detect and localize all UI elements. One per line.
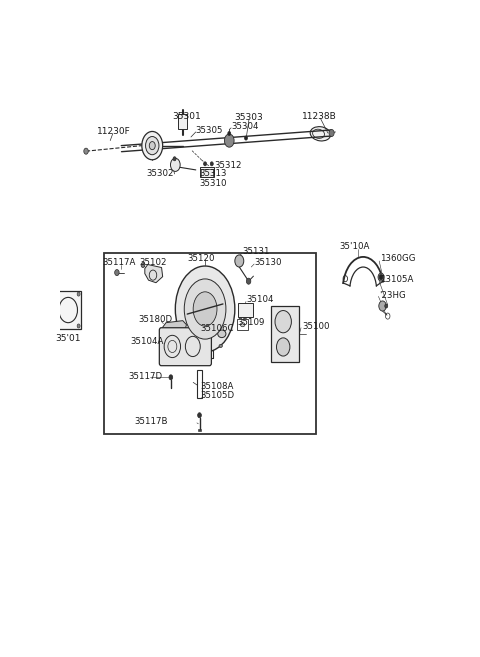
- Bar: [271, 306, 299, 362]
- Bar: [197, 370, 202, 397]
- Ellipse shape: [184, 279, 226, 339]
- Text: 35117D: 35117D: [129, 372, 163, 381]
- Circle shape: [225, 134, 234, 147]
- Text: 35'10A: 35'10A: [339, 242, 370, 251]
- Text: 35117B: 35117B: [134, 417, 168, 426]
- Circle shape: [84, 148, 88, 154]
- Bar: [198, 429, 201, 431]
- Ellipse shape: [175, 266, 235, 352]
- Text: 35104: 35104: [246, 295, 274, 304]
- Circle shape: [385, 304, 388, 308]
- Bar: [56, 291, 81, 329]
- Bar: [104, 254, 316, 434]
- Polygon shape: [162, 321, 186, 333]
- Ellipse shape: [240, 323, 245, 327]
- Text: 11230F: 11230F: [97, 127, 131, 137]
- Circle shape: [169, 374, 173, 380]
- Text: 35310: 35310: [200, 179, 227, 188]
- Text: 35313: 35313: [200, 170, 227, 179]
- Text: 1360GG: 1360GG: [380, 254, 415, 263]
- Text: 35108A: 35108A: [201, 382, 234, 391]
- Circle shape: [275, 311, 291, 333]
- Text: 35305: 35305: [196, 126, 223, 135]
- Text: 35302: 35302: [146, 170, 173, 179]
- Circle shape: [228, 131, 231, 135]
- Circle shape: [235, 255, 244, 267]
- Circle shape: [244, 136, 248, 140]
- Circle shape: [142, 131, 163, 160]
- Text: 35131: 35131: [242, 247, 270, 256]
- Circle shape: [210, 162, 213, 166]
- Polygon shape: [145, 265, 163, 283]
- Circle shape: [145, 137, 159, 155]
- Text: 35180D: 35180D: [139, 315, 173, 324]
- Text: 35'01: 35'01: [55, 334, 81, 342]
- Bar: [201, 169, 213, 177]
- Text: 11238B: 11238B: [302, 112, 337, 121]
- Circle shape: [170, 158, 180, 171]
- FancyBboxPatch shape: [159, 328, 211, 366]
- Text: '23HG: '23HG: [379, 291, 406, 300]
- Text: 35304: 35304: [231, 122, 259, 131]
- Text: 35106C: 35106C: [201, 324, 234, 332]
- Circle shape: [329, 129, 334, 137]
- Circle shape: [56, 324, 59, 328]
- Circle shape: [56, 292, 59, 296]
- Text: 35120: 35120: [188, 254, 215, 263]
- Text: 35117A: 35117A: [102, 258, 135, 267]
- Text: 35100: 35100: [302, 322, 330, 331]
- Circle shape: [77, 324, 80, 328]
- Text: 35102: 35102: [139, 258, 167, 267]
- Text: 35130: 35130: [254, 258, 282, 267]
- Text: 35109: 35109: [238, 318, 265, 327]
- Circle shape: [378, 273, 384, 281]
- Text: 35301: 35301: [172, 112, 201, 122]
- Circle shape: [379, 301, 386, 311]
- Bar: [178, 114, 187, 129]
- Ellipse shape: [310, 127, 331, 141]
- Circle shape: [276, 338, 290, 356]
- Circle shape: [141, 263, 145, 267]
- Circle shape: [246, 278, 251, 284]
- Circle shape: [379, 275, 383, 280]
- Circle shape: [198, 413, 202, 418]
- Circle shape: [149, 141, 155, 150]
- Text: 35303: 35303: [235, 113, 264, 122]
- Circle shape: [115, 269, 119, 276]
- Bar: [237, 319, 248, 330]
- Bar: [200, 168, 214, 177]
- Ellipse shape: [193, 292, 217, 327]
- Text: 35104A: 35104A: [131, 338, 164, 346]
- Circle shape: [204, 162, 206, 166]
- Bar: [238, 303, 253, 317]
- Text: 35105D: 35105D: [201, 391, 235, 400]
- Circle shape: [77, 292, 80, 296]
- Circle shape: [173, 157, 176, 161]
- Text: 13105A: 13105A: [380, 275, 413, 284]
- Text: 35312: 35312: [215, 162, 242, 170]
- Ellipse shape: [219, 344, 222, 348]
- Ellipse shape: [218, 330, 226, 338]
